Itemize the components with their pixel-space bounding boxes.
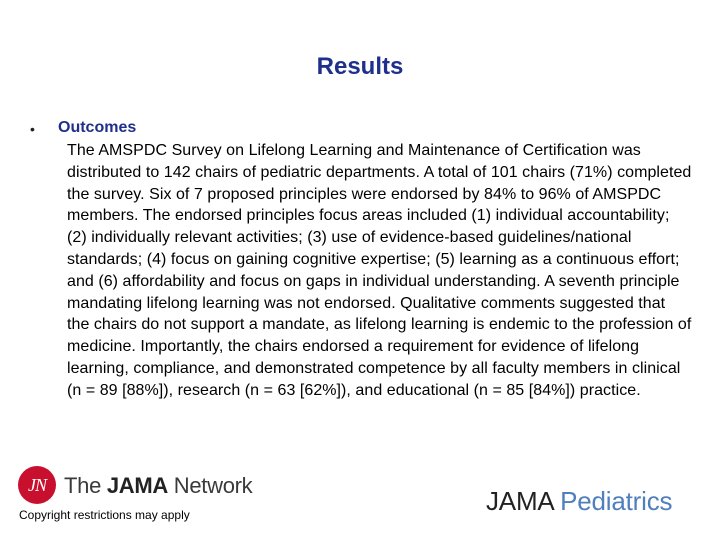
jama-network-wordmark: The JAMA Network xyxy=(64,473,253,499)
bullet-icon: • xyxy=(30,121,35,137)
network-bold: JAMA xyxy=(106,473,168,498)
body-text: The AMSPDC Survey on Lifelong Learning a… xyxy=(67,142,692,399)
copyright-notice: Copyright restrictions may apply xyxy=(19,508,190,522)
network-suffix: Network xyxy=(167,473,253,498)
journal-jama: JAMA xyxy=(486,486,554,516)
journal-pediatrics: Pediatrics xyxy=(553,486,673,516)
slide-title: Results xyxy=(316,53,404,80)
network-prefix: The xyxy=(64,473,107,498)
jama-network-logo-icon: JN xyxy=(18,466,56,504)
jama-pediatrics-wordmark: JAMA Pediatrics xyxy=(486,486,672,517)
logo-letters: JN xyxy=(28,474,47,495)
section-heading: Outcomes xyxy=(58,119,137,136)
